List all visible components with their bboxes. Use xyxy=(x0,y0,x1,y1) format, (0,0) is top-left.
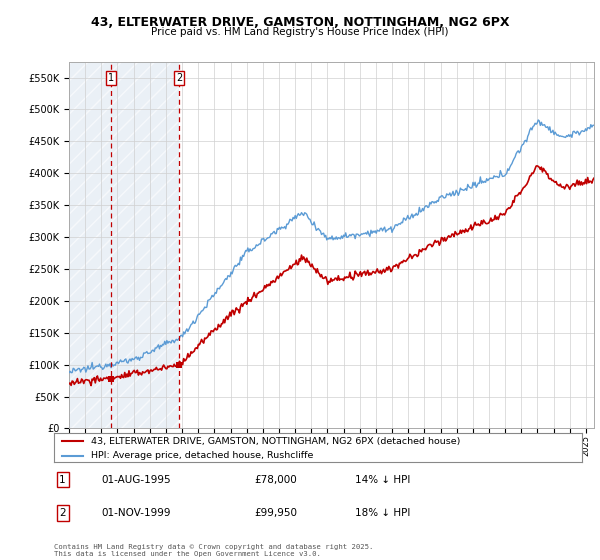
Text: Contains HM Land Registry data © Crown copyright and database right 2025.
This d: Contains HM Land Registry data © Crown c… xyxy=(54,544,373,557)
Text: Price paid vs. HM Land Registry's House Price Index (HPI): Price paid vs. HM Land Registry's House … xyxy=(151,27,449,37)
Text: 18% ↓ HPI: 18% ↓ HPI xyxy=(355,508,410,518)
Text: 2: 2 xyxy=(176,73,182,83)
Text: HPI: Average price, detached house, Rushcliffe: HPI: Average price, detached house, Rush… xyxy=(91,451,313,460)
Text: 1: 1 xyxy=(59,475,66,484)
Text: 2: 2 xyxy=(59,508,66,518)
Text: 01-AUG-1995: 01-AUG-1995 xyxy=(101,475,171,484)
Text: 14% ↓ HPI: 14% ↓ HPI xyxy=(355,475,410,484)
Text: 43, ELTERWATER DRIVE, GAMSTON, NOTTINGHAM, NG2 6PX (detached house): 43, ELTERWATER DRIVE, GAMSTON, NOTTINGHA… xyxy=(91,437,460,446)
Text: £78,000: £78,000 xyxy=(254,475,298,484)
Bar xyxy=(69,62,179,428)
Text: £99,950: £99,950 xyxy=(254,508,298,518)
Text: 1: 1 xyxy=(107,73,114,83)
Text: 01-NOV-1999: 01-NOV-1999 xyxy=(101,508,171,518)
Text: 43, ELTERWATER DRIVE, GAMSTON, NOTTINGHAM, NG2 6PX: 43, ELTERWATER DRIVE, GAMSTON, NOTTINGHA… xyxy=(91,16,509,29)
